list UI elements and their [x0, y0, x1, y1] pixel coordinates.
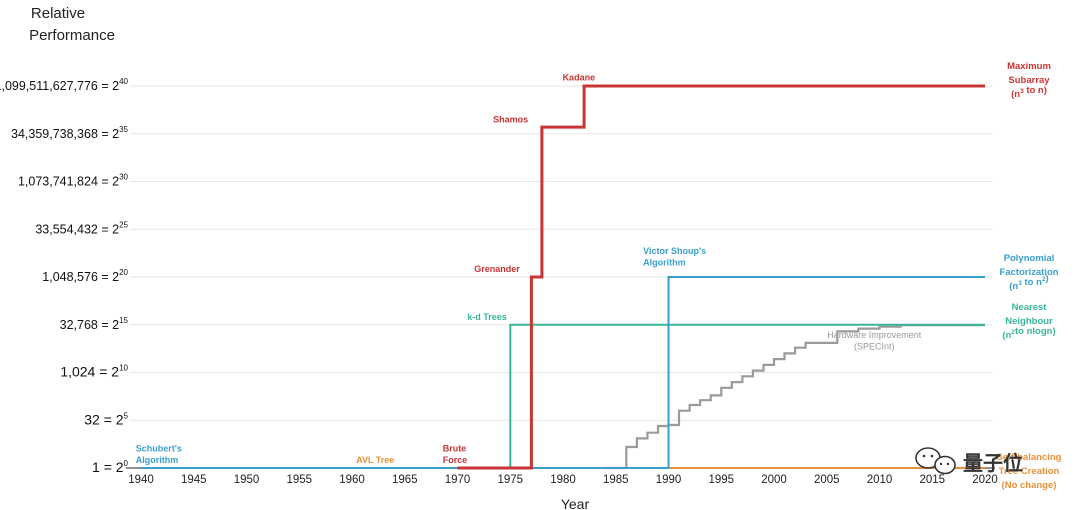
- y-tick-label: 32,768 = 215: [60, 316, 129, 332]
- series-line-maximum-subarray: [457, 84, 985, 470]
- series-line-polynomial-factorization: [141, 276, 985, 469]
- y-axis-title-line2: Performance: [29, 27, 115, 44]
- y-tick-label: 33,554,432 = 225: [35, 220, 128, 236]
- series-end-label: Maximum: [1007, 61, 1051, 72]
- annotation-label: Schubert's: [136, 444, 182, 454]
- x-axis-title: Year: [561, 496, 590, 510]
- y-tick-label: 1,099,511,627,776 = 240: [0, 77, 129, 93]
- annotation-label: Kadane: [563, 72, 596, 82]
- annotation-label: Victor Shoup's: [643, 246, 706, 256]
- annotation-label: Force: [443, 455, 468, 465]
- x-tick-label: 2015: [919, 474, 945, 486]
- series-end-label: Tree Creation: [999, 466, 1060, 477]
- series-end-label: (n3 to n): [1011, 85, 1047, 100]
- y-tick-label: 1 = 20: [92, 459, 129, 475]
- x-tick-label: 1945: [181, 474, 207, 486]
- annotation-label: Algorithm: [136, 455, 179, 465]
- series-end-label: Neighbour: [1005, 316, 1053, 327]
- x-tick-label: 1970: [445, 474, 471, 486]
- annotation-label: Brute: [443, 444, 467, 454]
- y-tick-label: 34,359,738,368 = 235: [11, 125, 129, 141]
- y-tick-label: 1,048,576 = 220: [42, 268, 128, 284]
- x-tick-label: 1950: [234, 474, 260, 486]
- x-tick-label: 2010: [867, 474, 893, 486]
- x-tick-label: 1980: [550, 474, 576, 486]
- series-line-nearest-neighbour: [509, 323, 985, 468]
- x-tick-label: 1965: [392, 474, 418, 486]
- annotation-label: AVL Tree: [356, 455, 394, 465]
- series-end-label: (n3 to n2): [1009, 273, 1048, 292]
- series-end-label: Self-balancing: [997, 452, 1062, 463]
- series-lines: [141, 84, 985, 470]
- y-axis: Relative Performance 1 = 20 32 = 25 1,024 …: [0, 5, 129, 475]
- x-axis: Year 1940 1945 1950 1955 1960 1965 1970 1975 198…: [126, 467, 998, 510]
- series-end-label: Factorization: [999, 267, 1058, 278]
- x-tick-label: 1990: [656, 474, 682, 486]
- y-tick-label: 32 = 25: [84, 411, 128, 427]
- y-tick-label: 1,073,741,824 = 230: [18, 173, 129, 189]
- annotation-label: Grenander: [474, 264, 520, 274]
- wechat-bubble-icon: [915, 447, 956, 475]
- series-end-label: (No change): [1002, 480, 1057, 491]
- gridlines: [130, 85, 993, 421]
- x-tick-label: 1975: [497, 474, 523, 486]
- y-axis-title-line1: Relative: [31, 5, 85, 22]
- series-end-labels: Maximum Subarray(n3 to n) Polynomial Factor…: [997, 61, 1062, 491]
- series-end-label: (n2to nlogn): [1002, 326, 1055, 341]
- watermark: 量子位: [915, 447, 1023, 475]
- x-tick-label: 2005: [814, 474, 840, 486]
- annotation-label: Shamos: [493, 114, 528, 124]
- series-end-label: Subarray: [1008, 75, 1050, 86]
- series-end-label: Polynomial: [1004, 253, 1055, 264]
- x-tick-label: 1985: [603, 474, 629, 486]
- series-line-hardware-improvement-specint: [605, 324, 985, 470]
- x-tick-label: 1940: [128, 474, 154, 486]
- x-tick-label: 2000: [761, 474, 787, 486]
- series-end-label: Nearest: [1012, 302, 1048, 313]
- annotation-label: k-d Trees: [467, 312, 507, 322]
- watermark-text: 量子位: [963, 451, 1023, 475]
- x-tick-label: 1960: [339, 474, 365, 486]
- x-tick-label: 1995: [708, 474, 734, 486]
- annotation-label: Hardware Improvement: [827, 330, 922, 340]
- annotation-label: (SPECInt): [854, 342, 895, 352]
- y-tick-label: 1,024 = 210: [60, 364, 128, 380]
- annotation-label: Algorithm: [643, 258, 686, 268]
- x-tick-label: 2020: [972, 474, 998, 486]
- x-tick-label: 1955: [286, 474, 312, 486]
